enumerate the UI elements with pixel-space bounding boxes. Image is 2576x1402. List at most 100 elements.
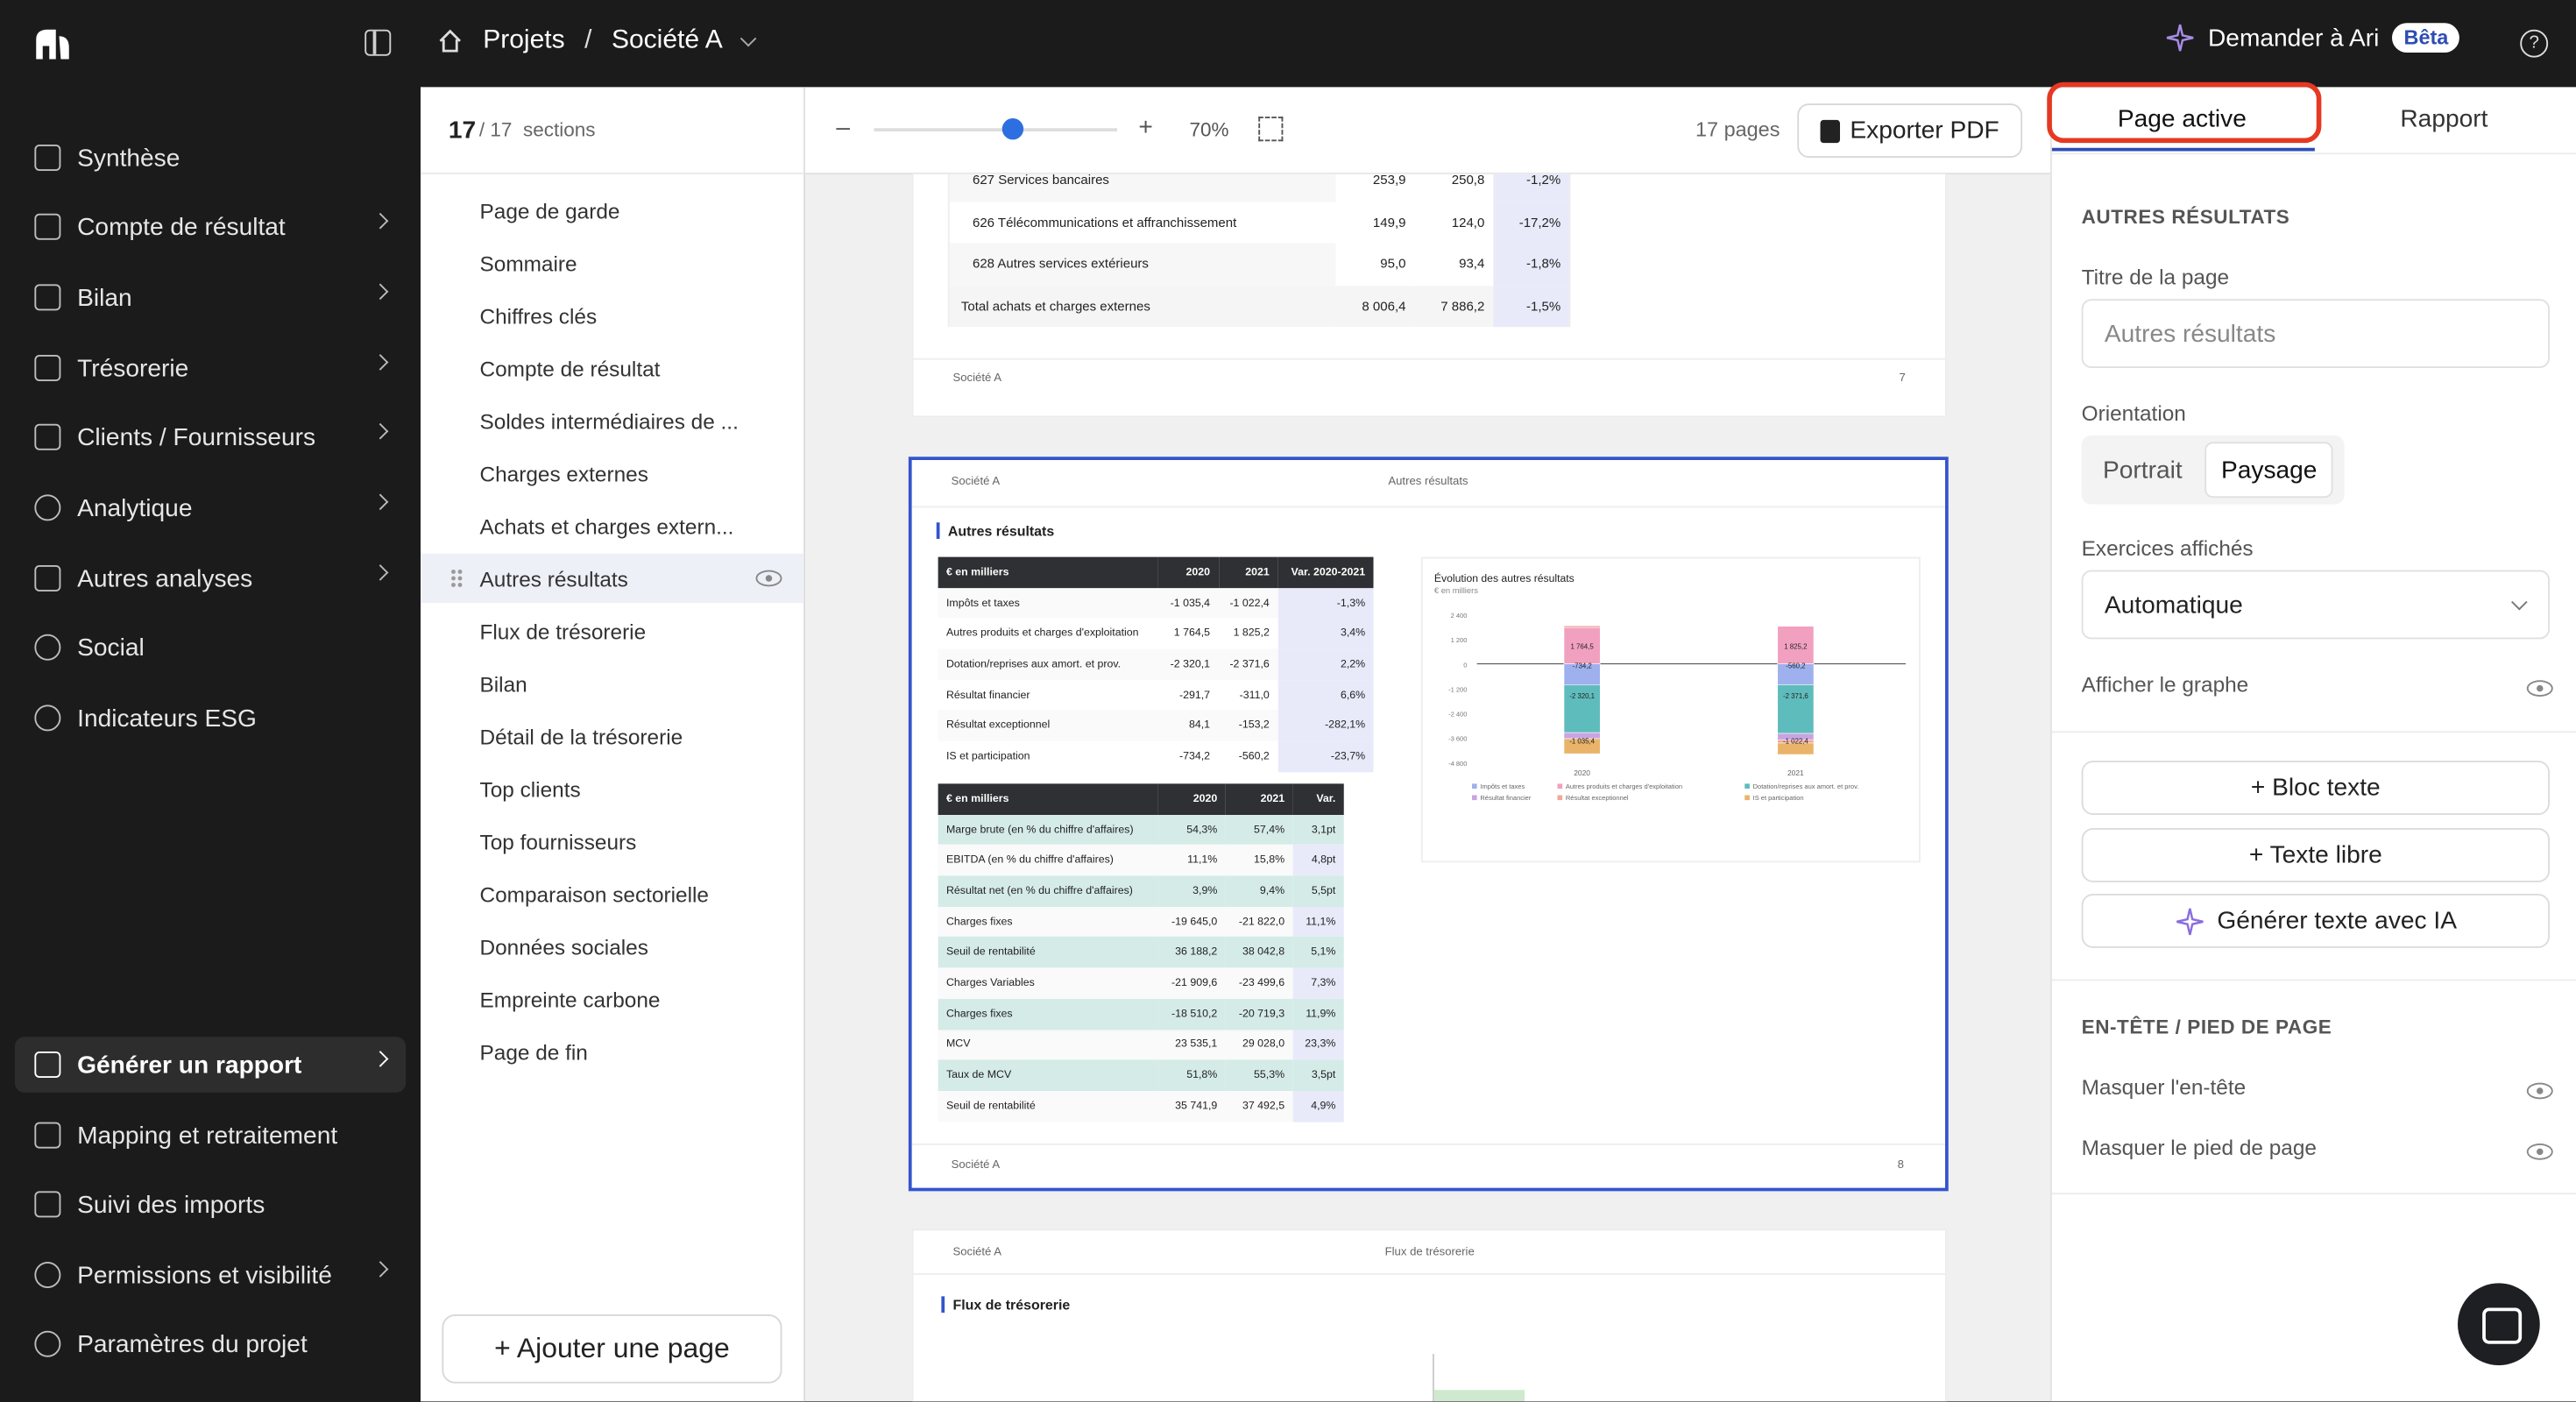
bloc-texte-button[interactable]: + Bloc texte — [2081, 761, 2550, 815]
eye-icon[interactable] — [2526, 1144, 2553, 1160]
report-page-8[interactable]: Société A Autres résultats Autres résult… — [908, 457, 1949, 1192]
table-cell: Charges fixes — [938, 998, 1158, 1030]
table-cell: -1,5% — [1492, 285, 1570, 328]
zoom-slider[interactable] — [874, 118, 1117, 140]
chat-support-button[interactable] — [2458, 1283, 2540, 1366]
eye-icon[interactable] — [2526, 1082, 2553, 1100]
breadcrumb-projects[interactable]: Projets — [483, 26, 565, 54]
section-item[interactable]: Compte de résultat — [479, 355, 661, 381]
sidebar-item-mapping[interactable]: Mapping et retraitement — [15, 1108, 406, 1164]
table-cell: 3,9% — [1157, 875, 1226, 907]
orientation-toggle: Portrait Paysage — [2081, 435, 2345, 505]
section-item[interactable]: Bilan — [479, 670, 527, 697]
page-section-title: Flux de trésorerie — [941, 1296, 1070, 1313]
zoom-in-button[interactable]: + — [1138, 113, 1153, 142]
sidebar-item-tresorerie[interactable]: Trésorerie — [15, 340, 406, 396]
section-item[interactable]: Comparaison sectorielle — [479, 881, 709, 907]
page-count: 17 pages — [1695, 118, 1780, 142]
zoom-slider-knob[interactable] — [1001, 118, 1024, 140]
table-cell: EBITDA (en % du chiffre d'affaires) — [938, 845, 1158, 876]
eye-icon[interactable] — [755, 570, 782, 587]
table-row: EBITDA (en % du chiffre d'affaires) 11,1%… — [938, 845, 1344, 876]
table-cell: IS et participation — [946, 750, 1030, 762]
section-item[interactable]: Page de fin — [479, 1038, 588, 1065]
help-icon[interactable]: ? — [2520, 29, 2549, 58]
eye-icon[interactable] — [2526, 680, 2553, 697]
report-page-9[interactable]: Société A Flux de trésorerie Flux de tré… — [911, 1229, 1947, 1402]
chart-bar — [1433, 1390, 1525, 1402]
sidebar-item-esg[interactable]: Indicateurs ESG — [15, 690, 406, 747]
section-item[interactable]: Données sociales — [479, 933, 648, 959]
section-item[interactable]: Page de garde — [479, 197, 620, 223]
zoom-out-button[interactable]: – — [836, 113, 851, 142]
table-cell: 4,8pt — [1292, 845, 1344, 876]
sidebar-toggle-icon[interactable] — [364, 29, 392, 56]
breadcrumb-project[interactable]: Société A — [611, 26, 723, 54]
drag-handle-icon[interactable] — [449, 568, 464, 589]
exercices-select[interactable]: Automatique — [2081, 570, 2550, 640]
table-cell: 1 825,2 — [1233, 627, 1270, 640]
sidebar-item-autres-analyses[interactable]: Autres analyses — [15, 550, 406, 606]
section-item[interactable]: Soldes intermédiaires de ... — [479, 407, 739, 434]
sidebar-item-parametres[interactable]: Paramètres du projet — [15, 1316, 406, 1372]
sidebar-item-suivi-imports[interactable]: Suivi des imports — [15, 1177, 406, 1233]
section-item[interactable]: Achats et charges extern... — [479, 513, 734, 539]
sidebar-item-generer-rapport[interactable]: Générer un rapport — [14, 1037, 407, 1093]
section-item[interactable]: Empreinte carbone — [479, 986, 661, 1012]
sidebar-item-permissions[interactable]: Permissions et visibilité — [15, 1247, 406, 1303]
table-cell: 38 042,8 — [1225, 937, 1293, 968]
sidebar-item-clients-fournisseurs[interactable]: Clients / Fournisseurs — [15, 409, 406, 465]
x-tick-label: 2021 — [1787, 768, 1804, 777]
table-cell: 8 006,4 — [1334, 285, 1414, 328]
ask-ari-button[interactable]: Demander à Ari Bêta — [2165, 23, 2460, 53]
report-page-7[interactable]: 627 Services bancaires 253,9 250,8 -1,2% 626… — [911, 173, 1947, 418]
section-item[interactable]: Sommaire — [479, 250, 577, 276]
sidebar-item-bilan[interactable]: Bilan — [15, 270, 406, 326]
section-item[interactable]: Chiffres clés — [479, 302, 598, 329]
page-title-input[interactable]: Autres résultats — [2081, 299, 2550, 368]
table-cell: 5,5pt — [1292, 875, 1344, 907]
presentation-icon — [34, 145, 61, 171]
section-item-active[interactable]: Autres résultats — [421, 553, 803, 604]
table-cell: 2021 — [1225, 783, 1293, 815]
sections-panel: 17/ 17 sections Page de garde Sommaire C… — [421, 87, 805, 1402]
sidebar-item-analytique[interactable]: Analytique — [15, 480, 406, 536]
legend-label: Résultat financier — [1480, 794, 1531, 802]
section-item[interactable]: Flux de trésorerie — [479, 618, 647, 644]
table-row: 626 Télécommunications et affranchisseme… — [949, 201, 1570, 244]
sections-current: 17 — [448, 116, 477, 145]
tab-rapport[interactable]: Rapport — [2400, 105, 2488, 133]
orientation-paysage[interactable]: Paysage — [2204, 442, 2334, 499]
sidebar-item-label: Indicateurs ESG — [77, 704, 257, 733]
table-cell: 36 188,2 — [1157, 937, 1226, 968]
title-label: Titre de la page — [2081, 264, 2230, 289]
section-item[interactable]: Top clients — [479, 775, 581, 802]
sidebar-item-compte-de-resultat[interactable]: Compte de résultat — [15, 199, 406, 255]
table-cell: -2 371,6 — [1218, 648, 1278, 680]
tab-page-active[interactable]: Page active — [2117, 105, 2247, 133]
footer-company: Société A — [952, 372, 1001, 385]
sidebar-item-label: Suivi des imports — [77, 1190, 265, 1219]
table-cell: 3,1pt — [1292, 814, 1344, 846]
texte-libre-button[interactable]: + Texte libre — [2081, 828, 2550, 882]
fullscreen-icon[interactable] — [1258, 117, 1284, 142]
chevron-down-icon[interactable] — [740, 29, 757, 46]
bar-segment — [1563, 738, 1601, 754]
table-cell: 29 028,0 — [1225, 1029, 1293, 1060]
section-item[interactable]: Top fournisseurs — [479, 828, 637, 854]
home-icon[interactable] — [437, 28, 464, 54]
app-logo[interactable] — [33, 26, 73, 62]
section-item[interactable]: Charges externes — [479, 460, 648, 486]
table-cell: 93,4 — [1459, 256, 1485, 272]
table-cell: -311,0 — [1239, 689, 1270, 701]
export-pdf-button[interactable]: Exporter PDF — [1797, 103, 2023, 158]
add-page-button[interactable]: + Ajouter une page — [442, 1314, 782, 1384]
sidebar-item-social[interactable]: Social — [15, 620, 406, 676]
table-cell: 9,4% — [1225, 875, 1293, 907]
table-cell: € en milliers — [938, 783, 1158, 815]
sparkle-icon — [2176, 907, 2203, 935]
section-item[interactable]: Détail de la trésorerie — [479, 723, 683, 749]
orientation-portrait[interactable]: Portrait — [2103, 456, 2183, 485]
generate-ai-text-button[interactable]: Générer texte avec IA — [2081, 894, 2550, 948]
sidebar-item-synthese[interactable]: Synthèse — [15, 130, 406, 186]
